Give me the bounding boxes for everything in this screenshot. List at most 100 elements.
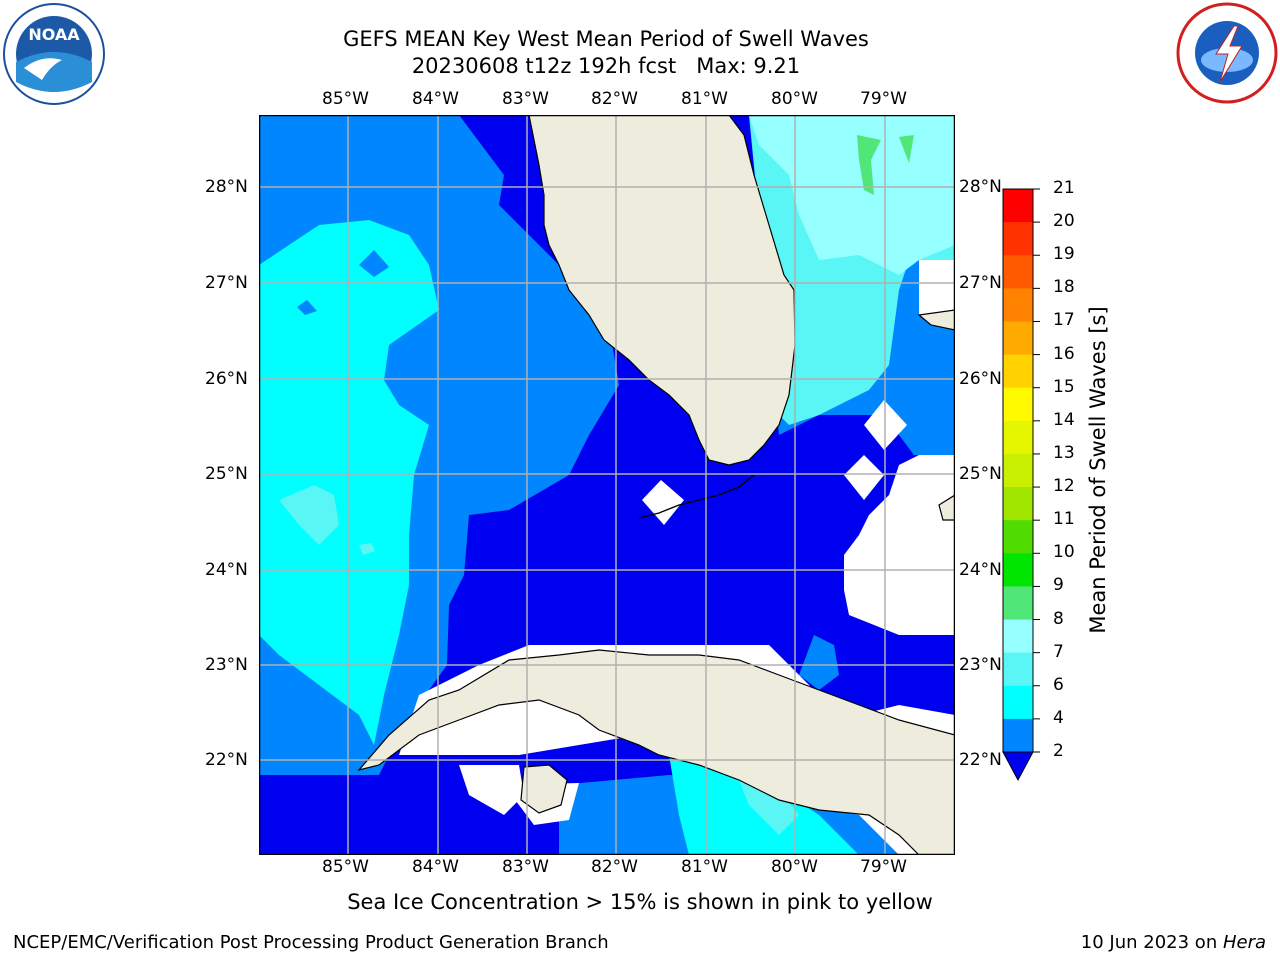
lat-label-left: 26°N — [205, 369, 248, 389]
lat-label-left: 27°N — [205, 273, 248, 293]
colorbar-segment — [1003, 420, 1033, 455]
lon-label-bottom: 84°W — [412, 857, 459, 877]
lat-label-right: 27°N — [959, 273, 1002, 293]
lon-label-top: 81°W — [681, 89, 728, 109]
colorbar-segment — [1003, 553, 1033, 587]
lon-label-bottom: 79°W — [860, 857, 907, 877]
nodata-east-bank — [844, 455, 955, 635]
colorbar-segment — [1003, 387, 1033, 422]
colorbar-segment — [1003, 718, 1033, 753]
colorbar-segment — [1003, 288, 1033, 322]
colorbar-segment — [1003, 255, 1033, 289]
colorbar-segment — [1003, 189, 1033, 223]
colorbar-segment — [1003, 685, 1033, 720]
colorbar-tick-label: 6 — [1053, 674, 1064, 695]
lat-label-right: 24°N — [959, 560, 1002, 580]
colorbar-tick-label: 20 — [1053, 211, 1075, 232]
colorbar-tick-label: 21 — [1053, 178, 1075, 198]
plot-subtitle: 20230608 t12z 192h fcst Max: 9.21 — [411, 54, 801, 78]
colorbar-tick-label: 10 — [1053, 542, 1075, 563]
footer-date-text: 10 Jun 2023 on — [1080, 932, 1223, 953]
field-2-4-spot2 — [297, 300, 317, 315]
colorbar-tick-label: 8 — [1053, 608, 1064, 629]
colorbar-extend-arrow — [1002, 751, 1034, 782]
colorbar-tick-label: 9 — [1053, 575, 1064, 596]
lat-label-left: 23°N — [205, 655, 248, 675]
field-4-6-west — [259, 220, 439, 745]
lat-label-right: 23°N — [959, 655, 1002, 675]
colorbar-segment — [1003, 586, 1033, 621]
lat-label-left: 24°N — [205, 560, 248, 580]
field-2-4-spot — [359, 250, 389, 277]
field-2-4-cuba — [799, 635, 839, 690]
nodata-diamond3 — [642, 480, 684, 525]
lon-label-top: 82°W — [591, 89, 638, 109]
colorbar-tick-label: 12 — [1053, 476, 1075, 497]
footer-machine: Hera — [1222, 932, 1266, 953]
lon-label-bottom: 82°W — [591, 857, 638, 877]
colorbar-tick-label: 4 — [1053, 707, 1064, 728]
colorbar-segment — [1003, 354, 1033, 389]
lat-label-left: 28°N — [205, 177, 248, 197]
lon-label-bottom: 81°W — [681, 857, 728, 877]
colorbar-tick-label: 14 — [1053, 409, 1075, 430]
colorbar-tick-label: 7 — [1053, 641, 1064, 662]
colorbar-segment — [1003, 487, 1033, 521]
lat-label-left: 22°N — [205, 750, 248, 770]
nodata-cuba-south — [459, 765, 524, 815]
land-keys — [638, 474, 755, 519]
colorbar-tick-label: 2 — [1053, 741, 1064, 761]
colorbar-tick-label: 15 — [1053, 376, 1075, 397]
colorbar-segment — [1003, 222, 1033, 256]
colorbar-tick-label: 11 — [1053, 509, 1075, 530]
lon-label-bottom: 80°W — [771, 857, 818, 877]
lon-label-top: 80°W — [771, 89, 818, 109]
colorbar-tick-label: 19 — [1053, 244, 1075, 265]
lon-label-bottom: 83°W — [502, 857, 549, 877]
nodata-diamond2 — [844, 455, 884, 500]
field-9-10-east — [857, 135, 881, 195]
colorbar-segment — [1003, 619, 1033, 654]
colorbar-segment — [1003, 652, 1033, 687]
lon-label-top: 79°W — [860, 89, 907, 109]
field-7-8-east — [749, 115, 955, 275]
land-florida — [528, 115, 796, 466]
colorbar-segment — [1003, 520, 1033, 554]
noaa-logo: NOAA — [2, 2, 106, 106]
colorbar-label: Mean Period of Swell Waves [s] — [1086, 306, 1110, 634]
plot-title: GEFS MEAN Key West Mean Period of Swell … — [343, 27, 869, 51]
nws-logo — [1176, 2, 1278, 104]
nodata-east-right — [919, 260, 955, 315]
footer-credit: NCEP/EMC/Verification Post Processing Pr… — [13, 932, 609, 953]
field-6-7-small — [359, 543, 375, 555]
sea-ice-note: Sea Ice Concentration > 15% is shown in … — [347, 890, 933, 914]
footer-date: 10 Jun 2023 on Hera — [1081, 932, 1266, 953]
lon-label-top: 84°W — [412, 89, 459, 109]
lat-label-left: 25°N — [205, 464, 248, 484]
lat-label-right: 22°N — [959, 750, 1002, 770]
land-bahamas — [917, 309, 955, 331]
swell-period-map — [259, 115, 955, 855]
land-cuba — [357, 649, 955, 855]
colorbar-segment — [1003, 321, 1033, 356]
map-frame — [259, 115, 955, 855]
colorbar-tick-label: 17 — [1053, 310, 1075, 331]
field-9-10-east2 — [899, 135, 914, 163]
colorbar-tick-label: 13 — [1053, 442, 1075, 463]
colorbar — [1002, 188, 1040, 782]
colorbar-segment — [1003, 453, 1033, 488]
colorbar-tick-label: 18 — [1053, 277, 1075, 298]
land-bahamas2 — [938, 494, 955, 521]
lon-label-top: 83°W — [502, 89, 549, 109]
svg-text:NOAA: NOAA — [28, 25, 80, 44]
field-6-7-west — [279, 485, 339, 545]
graticule — [259, 115, 955, 855]
lat-label-right: 28°N — [959, 177, 1002, 197]
lat-label-right: 26°N — [959, 369, 1002, 389]
land-isla — [520, 764, 568, 814]
colorbar-frame — [1002, 188, 1034, 753]
lon-label-bottom: 85°W — [322, 857, 369, 877]
lat-label-right: 25°N — [959, 464, 1002, 484]
lon-label-top: 85°W — [322, 89, 369, 109]
colorbar-tick-label: 16 — [1053, 343, 1075, 364]
